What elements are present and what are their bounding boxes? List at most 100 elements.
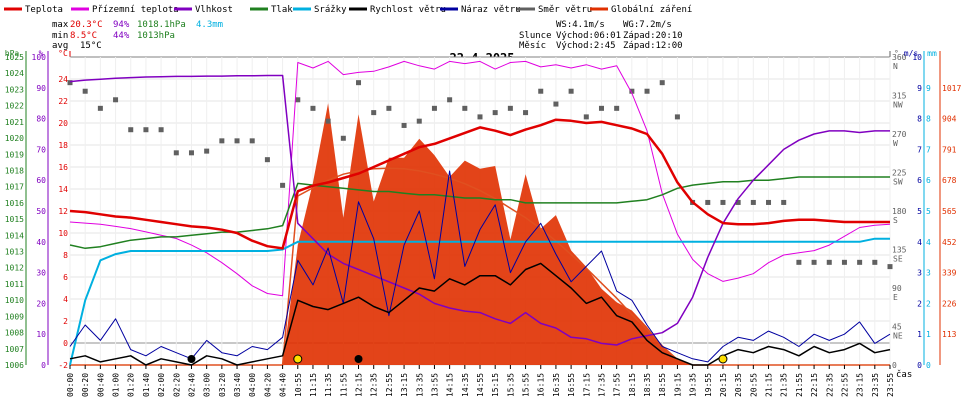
x-tick-label: 10:55: [294, 373, 303, 397]
hpa-axis-tick: 1022: [5, 102, 24, 111]
radiation-axis-tick: 113: [942, 330, 957, 339]
precip-axis-unit: mm: [927, 49, 937, 58]
temperature-axis-unit: °C: [58, 49, 68, 58]
hpa-axis-tick: 1007: [5, 345, 24, 354]
temperature-axis-tick: 2: [63, 317, 68, 326]
x-tick-label: 11:15: [309, 373, 318, 397]
direction-axis-compass: N: [893, 62, 898, 71]
x-tick-label: 04:20: [263, 373, 272, 397]
hpa-axis-tick: 1011: [5, 280, 24, 289]
legend-label: Tlak: [271, 5, 293, 15]
legend-label: Náraz větru: [461, 5, 521, 15]
wind-direction-point: [796, 259, 802, 265]
precip-axis-tick: 3: [926, 269, 931, 278]
wind-direction-point: [158, 127, 164, 133]
x-tick-label: 13:55: [430, 373, 439, 397]
direction-axis-tick: 225: [892, 169, 907, 178]
hpa-axis-tick: 1024: [5, 69, 24, 78]
x-tick-label: 23:15: [856, 373, 865, 397]
wind-direction-point: [872, 259, 878, 265]
wind-direction-point: [568, 88, 574, 94]
legend-label: Teplota: [25, 5, 63, 15]
x-tick-label: 02:20: [172, 373, 181, 397]
x-tick-label: 19:15: [673, 373, 682, 397]
radiation-axis-tick: 339: [942, 269, 957, 278]
precip-axis-tick: 7: [926, 145, 931, 154]
radiation-axis-tick: 565: [942, 207, 957, 216]
wind-direction-point: [887, 264, 893, 270]
wind-direction-point: [583, 114, 589, 120]
direction-axis-tick: 0: [892, 361, 897, 370]
x-tick-label: 15:15: [491, 373, 500, 397]
sun-set: Západ:20:10: [623, 31, 683, 41]
series-ground-temperature: [69, 60, 891, 297]
moon-set: Západ:12:00: [623, 41, 683, 51]
precip-axis-tick: 5: [926, 207, 931, 216]
radiation-axis-tick: 452: [942, 238, 957, 247]
wind-axis-tick: 1: [917, 330, 922, 339]
temperature-axis-tick: -2: [58, 361, 68, 370]
wind-axis-tick: 8: [917, 115, 922, 124]
wind-direction-point: [826, 259, 832, 265]
wind-direction-point: [735, 199, 741, 205]
x-tick-label: 12:55: [385, 373, 394, 397]
precip-axis-tick: 8: [926, 115, 931, 124]
x-tick-label: 01:20: [127, 373, 136, 397]
hpa-axis-tick: 1020: [5, 134, 24, 143]
chart-legend: Teplota Přízemní teplota Vlhkost Tlak Srážky…: [4, 5, 692, 15]
hpa-axis-tick: 1010: [5, 296, 24, 305]
wind-direction-point: [492, 110, 498, 116]
moon-marker: [354, 355, 363, 363]
wind-axis-tick: 9: [917, 84, 922, 93]
left-axes: hPa1006100710081009101010111012101310141…: [5, 49, 71, 370]
direction-axis-compass: NE: [893, 332, 903, 341]
wind-direction-point: [750, 199, 756, 205]
x-tick-label: 20:15: [719, 373, 728, 397]
stat-min-temp: 8.5°C: [70, 31, 97, 41]
x-tick-label: 16:15: [537, 373, 546, 397]
sun-moon-panel: WS:4.1m/s WG:7.2m/s Slunce Východ:06:01 …: [519, 20, 683, 51]
wind-direction-point: [507, 105, 513, 111]
precip-axis-tick: 0: [926, 361, 931, 370]
hpa-axis-tick: 1016: [5, 199, 24, 208]
wind-axis-tick: 3: [917, 269, 922, 278]
precip-axis-tick: 2: [926, 299, 931, 308]
humidity-axis-tick: 70: [36, 145, 46, 154]
x-tick-label: 00:00: [66, 373, 75, 397]
x-axis-label: čas: [896, 369, 912, 380]
x-tick-label: 19:35: [689, 373, 698, 397]
stat-min-label: min: [52, 31, 68, 41]
wind-direction-point: [188, 150, 194, 156]
wind-axis-tick: 0: [917, 361, 922, 370]
wind-axis-tick: 5: [917, 207, 922, 216]
stat-min-press: 1013hPa: [137, 31, 175, 41]
wind-direction-point: [325, 118, 331, 124]
hpa-axis-tick: 1006: [5, 361, 24, 370]
radiation-axis-tick: 791: [942, 145, 957, 154]
stat-avg-label: avg: [52, 41, 68, 51]
x-tick-label: 18:15: [628, 373, 637, 397]
x-tick-label: 19:55: [704, 373, 713, 397]
x-tick-label: 02:40: [187, 373, 196, 397]
moon-label: Měsíc: [519, 41, 546, 51]
hpa-axis-tick: 1017: [5, 183, 24, 192]
x-tick-label: 13:15: [400, 373, 409, 397]
wind-direction-point: [249, 138, 255, 144]
hpa-axis-tick: 1014: [5, 231, 24, 240]
legend-label: Směr větru: [538, 5, 592, 15]
humidity-axis-tick: 50: [36, 207, 46, 216]
stat-max-temp: 20.3°C: [70, 20, 103, 30]
stat-precip: 4.3mm: [196, 20, 223, 30]
wind-direction-point: [401, 122, 407, 128]
wind-direction-point: [629, 88, 635, 94]
radiation-axis-tick: 678: [942, 176, 957, 185]
wind-axis-unit: m/s: [904, 49, 919, 58]
precip-axis-tick: 1: [926, 330, 931, 339]
x-tick-label: 16:35: [552, 373, 561, 397]
wind-axis-tick: 2: [917, 299, 922, 308]
wind-direction-point: [356, 80, 362, 86]
wind-axis-tick: 4: [917, 238, 922, 247]
temperature-axis-tick: 6: [63, 273, 68, 282]
wind-direction-point: [371, 110, 377, 116]
wind-axis-tick: 7: [917, 145, 922, 154]
